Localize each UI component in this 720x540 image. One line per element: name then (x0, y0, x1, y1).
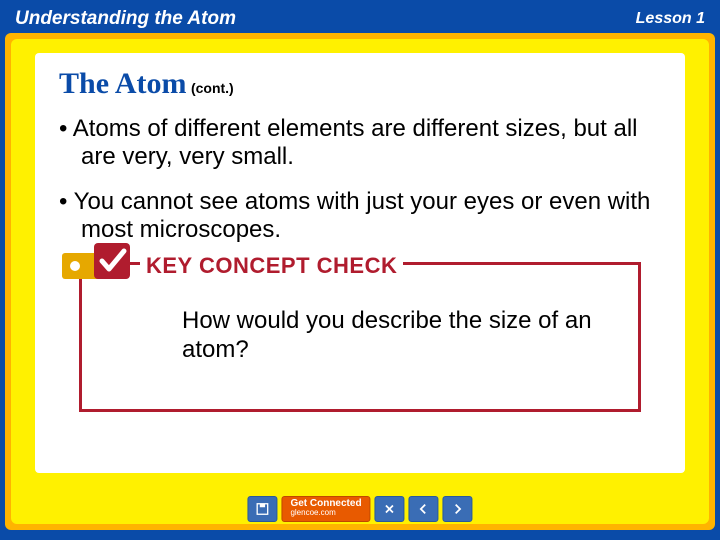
get-connected-button[interactable]: Get Connected glencoe.com (281, 496, 370, 522)
header-bar: Understanding the Atom Lesson 1 (5, 5, 715, 33)
lesson-label: Lesson 1 (636, 10, 705, 28)
bullet-item: You cannot see atoms with just your eyes… (59, 188, 661, 245)
key-concept-header: KEY CONCEPT CHECK (62, 247, 403, 285)
orange-frame: The Atom (cont.) Atoms of different elem… (5, 33, 715, 530)
key-concept-question: How would you describe the size of an at… (182, 307, 618, 365)
key-check-icon (62, 247, 132, 285)
cont-label: (cont.) (191, 80, 234, 96)
next-button[interactable] (443, 496, 473, 522)
content-area: The Atom (cont.) Atoms of different elem… (35, 53, 685, 473)
bullet-list: Atoms of different elements are differen… (59, 115, 661, 244)
section-heading: The Atom (cont.) (59, 67, 661, 101)
page-title: Understanding the Atom (15, 8, 236, 30)
prev-button[interactable] (409, 496, 439, 522)
footer-nav: Get Connected glencoe.com (247, 496, 472, 522)
key-concept-label: KEY CONCEPT CHECK (140, 253, 403, 279)
key-concept-box: KEY CONCEPT CHECK How would you describe… (79, 262, 641, 412)
outer-frame: Understanding the Atom Lesson 1 The Atom… (0, 0, 720, 540)
section-title: The Atom (59, 67, 187, 100)
connect-sub: glencoe.com (290, 509, 361, 517)
bullet-item: Atoms of different elements are differen… (59, 115, 661, 172)
save-icon-button[interactable] (247, 496, 277, 522)
close-button[interactable] (375, 496, 405, 522)
yellow-frame: The Atom (cont.) Atoms of different elem… (11, 39, 709, 524)
